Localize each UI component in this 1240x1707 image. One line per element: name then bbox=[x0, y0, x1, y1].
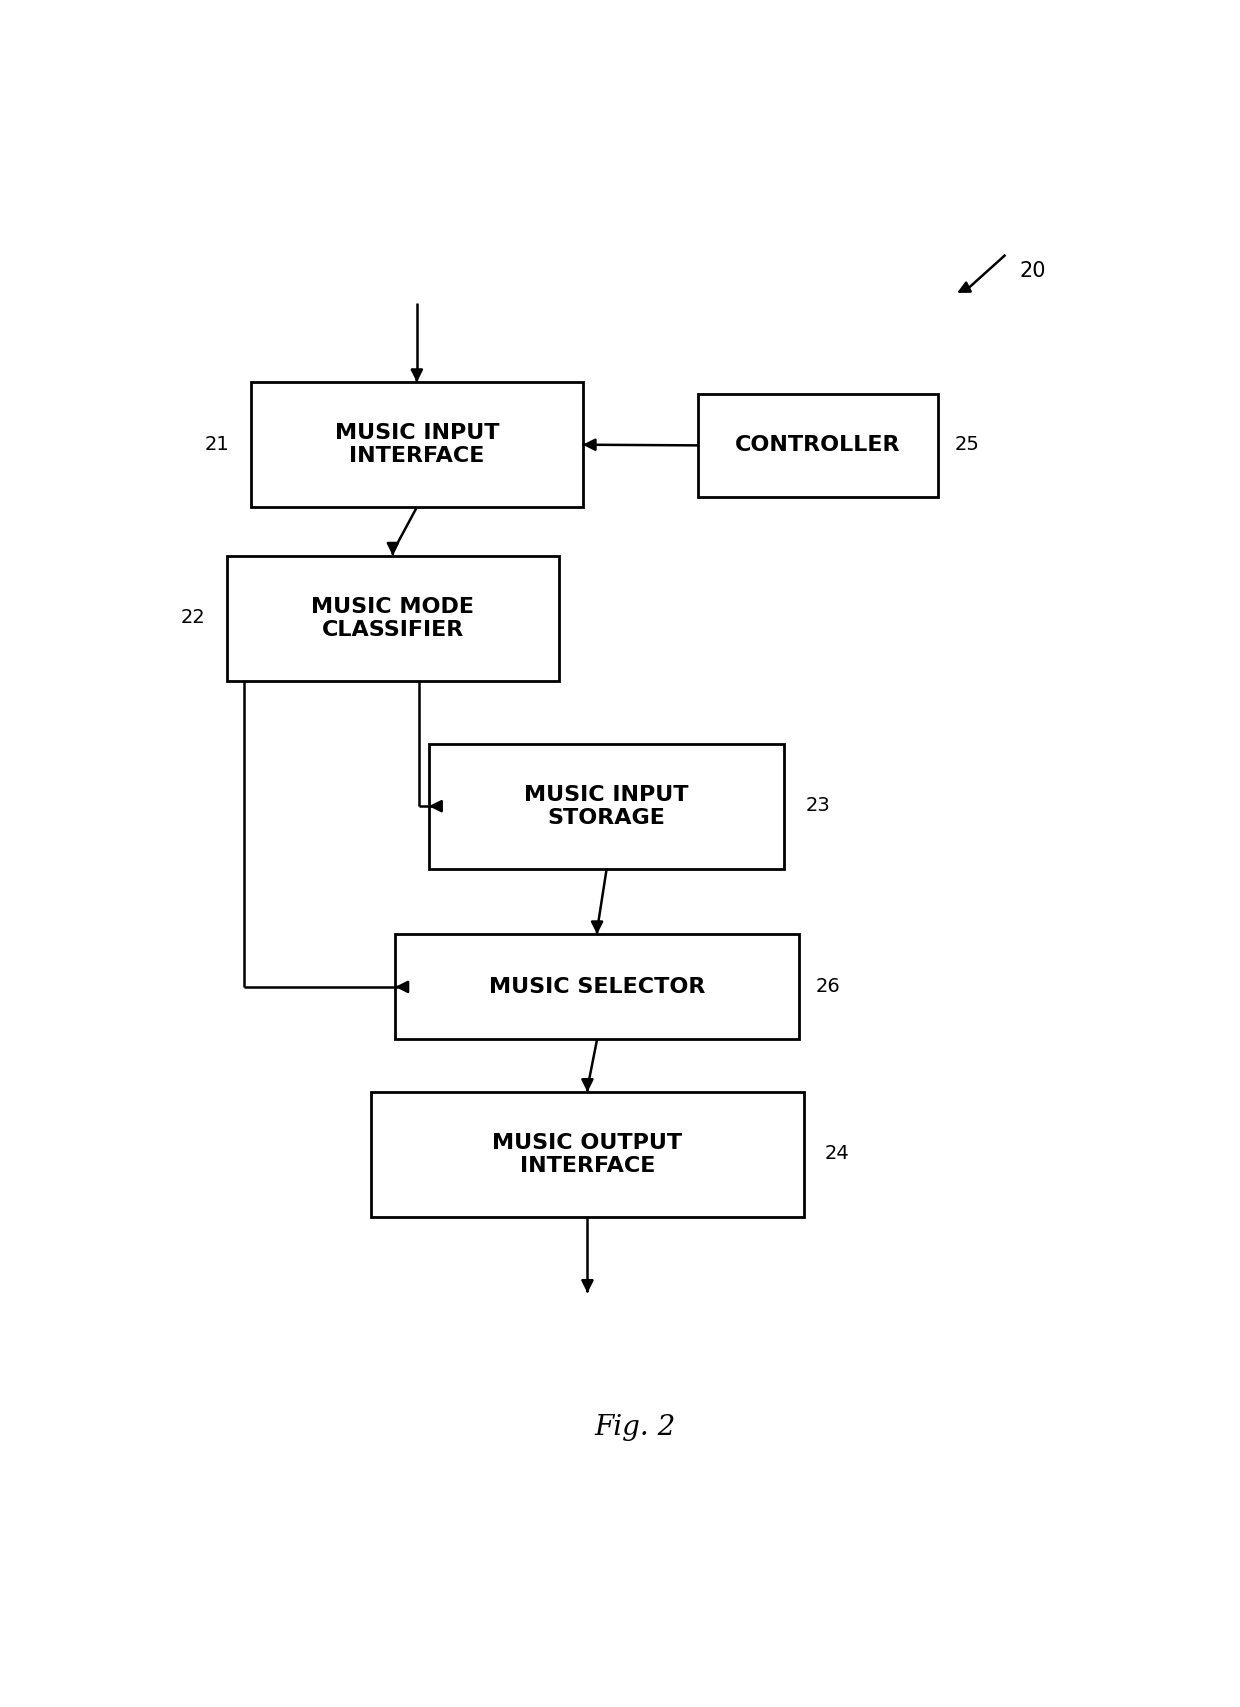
Text: 21: 21 bbox=[205, 435, 229, 454]
Text: 26: 26 bbox=[816, 978, 839, 997]
Bar bbox=[396, 934, 799, 1040]
Text: Fig. 2: Fig. 2 bbox=[595, 1413, 676, 1441]
Text: MUSIC MODE
CLASSIFIER: MUSIC MODE CLASSIFIER bbox=[311, 597, 475, 640]
Text: MUSIC INPUT
INTERFACE: MUSIC INPUT INTERFACE bbox=[335, 423, 500, 466]
Text: MUSIC OUTPUT
INTERFACE: MUSIC OUTPUT INTERFACE bbox=[492, 1133, 682, 1176]
Bar bbox=[429, 744, 785, 869]
Bar bbox=[250, 382, 583, 507]
Bar bbox=[227, 556, 558, 681]
Text: 23: 23 bbox=[806, 795, 831, 814]
Text: MUSIC INPUT
STORAGE: MUSIC INPUT STORAGE bbox=[525, 785, 689, 828]
Text: 22: 22 bbox=[181, 608, 206, 626]
Text: CONTROLLER: CONTROLLER bbox=[735, 435, 900, 456]
Text: 25: 25 bbox=[955, 435, 980, 454]
Bar bbox=[698, 394, 939, 497]
Text: 20: 20 bbox=[1019, 261, 1047, 280]
Text: MUSIC SELECTOR: MUSIC SELECTOR bbox=[489, 976, 706, 997]
Bar bbox=[371, 1092, 804, 1217]
Text: 24: 24 bbox=[825, 1144, 849, 1164]
